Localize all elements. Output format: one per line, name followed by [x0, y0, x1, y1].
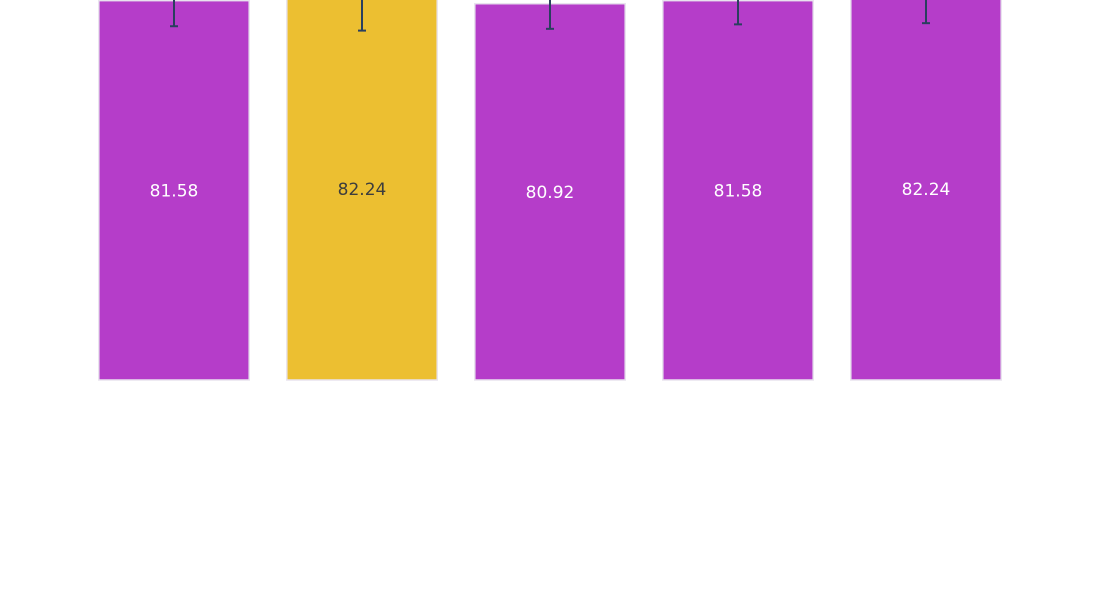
- bar-value-label-1: 81.58: [150, 181, 199, 201]
- bar-5: [850, 0, 1002, 381]
- bar-2: [286, 0, 438, 381]
- error-bar-4: [734, 0, 742, 26]
- bar-value-label-4: 81.58: [714, 181, 763, 201]
- data-labels-group: 81.58 82.24 80.92 81.58 82.24: [150, 180, 951, 203]
- error-bar-5: [922, 0, 930, 25]
- bar-value-label-5: 82.24: [902, 180, 951, 200]
- bar-4: [662, 0, 814, 381]
- error-bar-1: [170, 0, 178, 28]
- bar-1: [98, 0, 250, 381]
- error-bar-3: [546, 0, 554, 30]
- error-bars-group: [170, 0, 930, 32]
- bar-3: [474, 2, 626, 381]
- bar-value-label-2: 82.24: [338, 180, 387, 200]
- error-bar-2: [358, 0, 366, 32]
- bars-group: [98, 0, 1002, 381]
- bar-value-label-3: 80.92: [526, 183, 575, 203]
